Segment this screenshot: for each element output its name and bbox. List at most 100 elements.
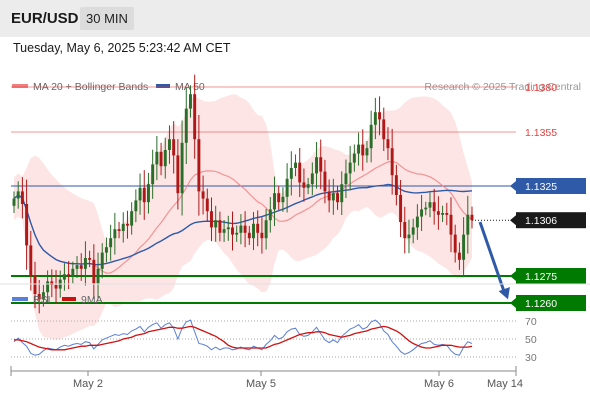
candle	[331, 178, 335, 215]
candle-body	[41, 292, 45, 300]
candle	[25, 179, 29, 270]
candle	[340, 171, 344, 215]
candle	[407, 219, 411, 254]
candle	[71, 261, 75, 284]
candle-body	[189, 94, 192, 109]
candle-body	[336, 193, 340, 203]
candle-body	[470, 214, 474, 221]
candle-body	[348, 162, 352, 174]
level-label: 1.1260	[525, 298, 557, 310]
level-labels: 1.1380 1.1355 1.1325 1.1306 1.1275 1.1260	[510, 82, 586, 311]
candle-body	[273, 193, 276, 210]
candle-body	[415, 216, 419, 228]
candle	[163, 137, 167, 179]
candle	[357, 132, 361, 166]
candle	[247, 226, 251, 245]
candle	[29, 230, 33, 291]
candle-body	[113, 229, 117, 239]
candle-body	[289, 168, 293, 179]
candle-body	[62, 274, 66, 280]
forecast-arrow-shaft	[478, 221, 506, 292]
level-label: 1.1380	[525, 82, 557, 94]
candle-body	[361, 144, 365, 156]
candle-body	[159, 151, 163, 167]
candle-body	[243, 225, 247, 233]
level-label: 1.1325	[525, 181, 557, 193]
level-label: 1.1275	[525, 271, 557, 283]
candle-body	[100, 252, 104, 269]
candle	[310, 162, 314, 196]
forecast-arrow-head	[498, 287, 510, 300]
candle	[344, 159, 348, 199]
candle-body	[33, 276, 37, 294]
level-label-pointer	[510, 215, 516, 226]
candle	[457, 242, 461, 270]
candle-body	[277, 193, 281, 203]
candle-body	[462, 234, 466, 260]
candle-body	[109, 238, 113, 248]
candle	[289, 151, 293, 196]
candle-body	[441, 213, 445, 215]
candle-body	[239, 225, 243, 233]
candle-body	[46, 281, 50, 293]
candle-body	[281, 196, 285, 203]
candle	[104, 237, 108, 263]
candle-body	[218, 220, 222, 233]
candle-body	[231, 227, 234, 235]
candle-body	[193, 94, 197, 140]
candle	[75, 256, 79, 278]
level-label-pointer	[510, 271, 516, 281]
rsi-ma-line	[14, 325, 473, 351]
candle-body	[226, 227, 230, 230]
candle-body	[79, 265, 83, 269]
candle	[394, 164, 398, 206]
candle-body	[449, 214, 453, 235]
candle-body	[352, 153, 356, 163]
candle	[193, 74, 197, 159]
candle-body	[428, 202, 432, 208]
candle	[294, 154, 297, 177]
candle-body	[180, 142, 184, 194]
candle-body	[369, 124, 373, 149]
candle	[138, 173, 142, 215]
candle-body	[197, 139, 201, 192]
candle-body	[16, 191, 20, 199]
candle-body	[252, 223, 255, 239]
candle	[83, 241, 87, 286]
candle	[50, 269, 54, 298]
candle-body	[214, 220, 218, 228]
candle-body	[319, 157, 323, 172]
candle	[432, 188, 436, 225]
candle	[180, 120, 184, 216]
candle	[361, 129, 365, 171]
candle-body	[315, 157, 319, 174]
candle	[348, 145, 352, 191]
candle-body	[25, 204, 29, 246]
candle-body	[176, 155, 180, 194]
candle	[125, 210, 129, 239]
candle	[273, 176, 276, 227]
candle	[420, 195, 424, 231]
candle-body	[151, 164, 155, 185]
candle	[92, 244, 96, 299]
candle-body	[130, 211, 134, 226]
candle	[256, 210, 260, 247]
timestamp: Tuesday, May 6, 2025 5:23:42 AM CET	[13, 41, 231, 55]
candle-body	[142, 187, 146, 203]
rsi-tick-label: 30	[525, 352, 537, 364]
timeframe-badge[interactable]: 30 MIN	[80, 7, 134, 30]
candle	[315, 141, 319, 189]
candle	[197, 114, 201, 216]
candle	[445, 202, 449, 225]
candle-body	[88, 258, 92, 260]
candle	[33, 261, 37, 309]
candle-body	[163, 150, 167, 167]
candle	[302, 168, 306, 202]
candle	[411, 218, 415, 244]
candle	[176, 139, 180, 210]
candle	[466, 195, 470, 254]
candle-body	[260, 232, 264, 239]
candle	[462, 217, 466, 278]
candle	[201, 175, 205, 215]
